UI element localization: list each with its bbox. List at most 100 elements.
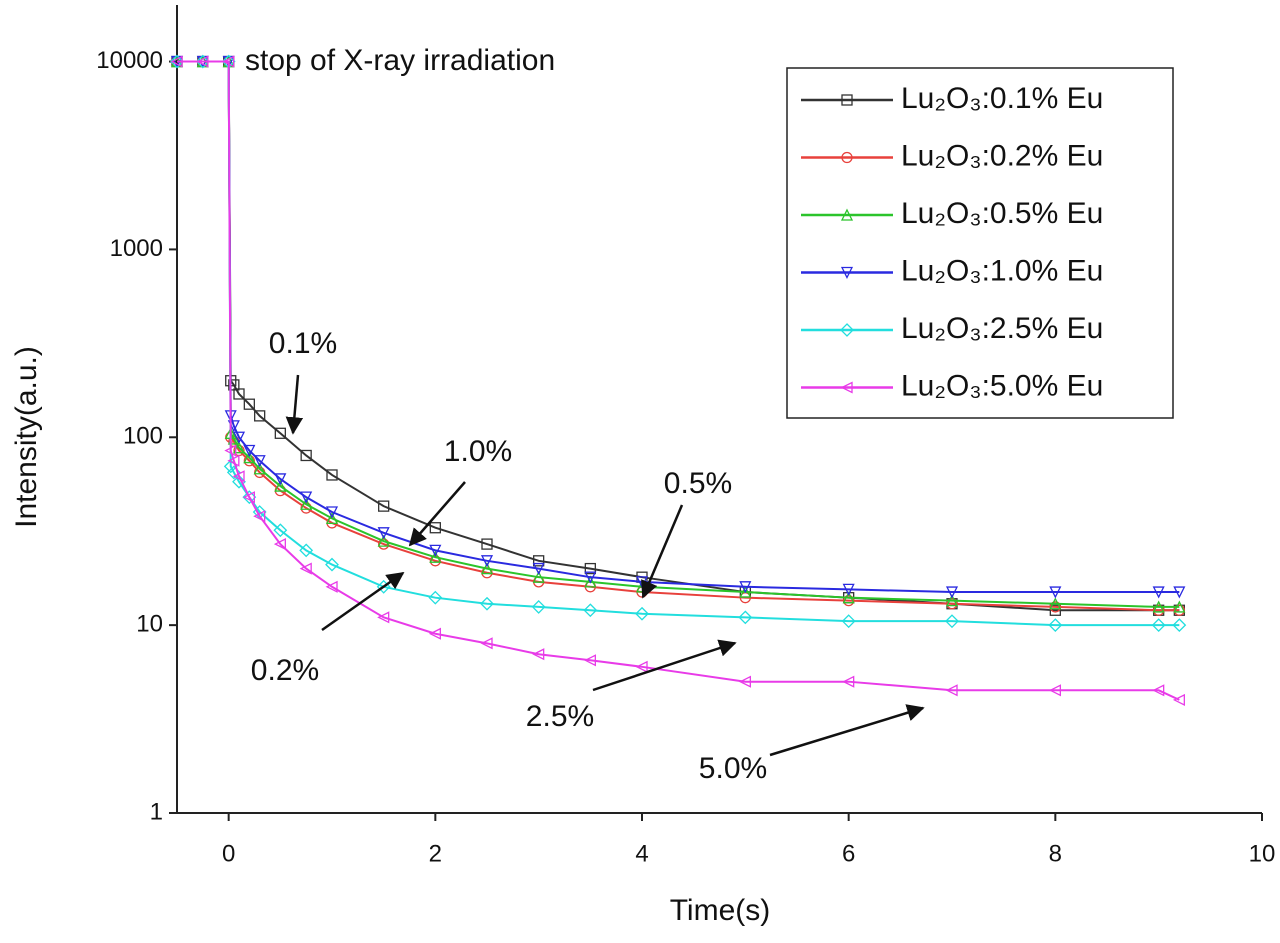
marker <box>227 454 240 467</box>
marker <box>584 571 597 584</box>
marker <box>428 627 441 640</box>
annotation-arrow <box>641 504 684 599</box>
marker <box>1049 604 1061 616</box>
x-tick-label: 2 <box>429 840 442 867</box>
marker <box>840 323 854 337</box>
marker <box>480 555 494 568</box>
annotation: 1.0% <box>444 435 512 468</box>
y-tick-label: 10 <box>136 610 163 637</box>
marker <box>325 511 339 525</box>
legend-label: Lu₂O₃:0.5% Eu <box>901 197 1103 230</box>
marker <box>532 570 545 583</box>
marker <box>945 594 959 607</box>
marker <box>273 538 286 551</box>
series <box>170 55 1186 613</box>
y-tick-label: 10000 <box>96 47 163 74</box>
marker <box>429 550 442 563</box>
marker <box>300 491 313 504</box>
legend-label: Lu₂O₃:0.1% Eu <box>901 82 1103 115</box>
marker <box>739 585 752 598</box>
x-axis-label: Time(s) <box>670 894 771 927</box>
x-tick-label: 0 <box>222 840 235 867</box>
marker <box>840 208 854 221</box>
marker <box>841 94 853 106</box>
series-line <box>177 60 1180 612</box>
marker <box>1152 600 1165 613</box>
marker <box>841 614 856 629</box>
marker <box>840 381 853 394</box>
legend-box <box>786 67 1174 419</box>
marker <box>377 611 390 624</box>
marker <box>480 562 494 575</box>
marker <box>253 462 266 475</box>
marker <box>532 562 545 576</box>
marker <box>945 684 958 697</box>
marker <box>378 500 390 512</box>
marker <box>1172 693 1185 706</box>
marker <box>533 555 545 567</box>
x-tick-label: 8 <box>1049 840 1062 867</box>
marker <box>300 449 312 462</box>
marker <box>243 444 256 457</box>
marker <box>1048 684 1061 697</box>
annotation: 2.5% <box>526 700 594 733</box>
annotation-arrow <box>592 639 737 692</box>
marker <box>224 444 237 457</box>
marker <box>428 590 443 605</box>
legend-label: Lu₂O₃:0.2% Eu <box>901 139 1103 172</box>
x-tick-label: 10 <box>1249 840 1276 867</box>
marker <box>531 600 546 614</box>
marker <box>842 675 855 688</box>
marker <box>635 606 649 621</box>
marker <box>1049 601 1061 613</box>
y-axis-label: Intensity(a.u.) <box>10 346 43 528</box>
marker <box>480 637 493 650</box>
marker <box>274 473 287 486</box>
marker <box>738 675 751 688</box>
marker <box>232 431 246 444</box>
x-tick-label: 4 <box>635 840 648 867</box>
marker <box>273 523 288 538</box>
annotation: 0.2% <box>251 654 319 687</box>
marker <box>1049 586 1062 599</box>
marker <box>232 474 246 489</box>
legend-label: Lu₂O₃:1.0% Eu <box>901 254 1103 287</box>
marker <box>635 660 648 673</box>
marker <box>840 266 854 279</box>
marker <box>738 610 753 625</box>
marker <box>946 598 958 610</box>
marker <box>429 522 441 534</box>
marker <box>1048 618 1063 633</box>
annotation: 0.1% <box>269 327 337 360</box>
y-tick-label: 1 <box>150 798 163 825</box>
marker <box>170 55 183 68</box>
marker <box>253 455 266 468</box>
marker <box>325 506 339 519</box>
annotation: 0.5% <box>664 467 732 500</box>
marker <box>1172 618 1187 633</box>
marker <box>480 596 494 611</box>
marker <box>739 581 752 594</box>
marker <box>532 648 545 661</box>
marker <box>254 410 266 422</box>
marker <box>196 55 209 68</box>
series-line <box>177 60 1180 701</box>
marker <box>222 55 235 68</box>
marker <box>584 562 596 575</box>
annotation-arrow <box>321 571 405 632</box>
marker <box>253 510 266 523</box>
marker <box>842 591 855 604</box>
annotation-arrow <box>769 704 925 757</box>
marker <box>242 490 257 505</box>
series-line <box>177 60 1180 612</box>
marker <box>583 603 598 618</box>
marker <box>945 614 959 629</box>
marker <box>1152 586 1165 599</box>
marker <box>1173 604 1185 616</box>
marker <box>584 575 597 588</box>
marker <box>325 557 339 572</box>
marker <box>481 538 493 550</box>
marker <box>325 580 338 593</box>
marker <box>300 497 313 510</box>
